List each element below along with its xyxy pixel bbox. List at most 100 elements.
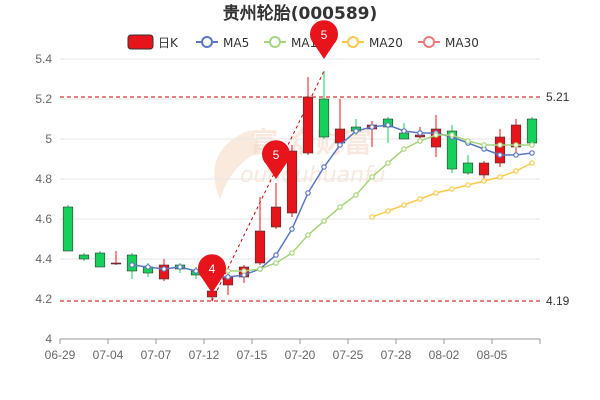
y-tick-label: 4.6 — [35, 212, 52, 226]
candle — [94, 251, 106, 268]
candle — [446, 125, 458, 173]
ma20-point — [401, 202, 407, 208]
ma5-point — [513, 152, 519, 158]
legend-item-ma5: MA5 — [223, 36, 249, 50]
ref-label-4.19: 4.19 — [546, 294, 570, 308]
watermark-logo — [214, 130, 262, 200]
ma10-point — [353, 192, 359, 198]
candle-body — [478, 162, 490, 176]
grid — [60, 58, 540, 340]
y-tick-label: 4.4 — [35, 252, 52, 266]
pin-marker: 5 — [310, 20, 338, 59]
candle-body — [462, 162, 474, 174]
ma5-point — [193, 268, 199, 274]
legend-item-ma20: MA20 — [369, 36, 403, 50]
ma5-point — [401, 128, 407, 134]
ma5-point — [305, 190, 311, 196]
candle — [478, 161, 490, 179]
candle-body — [78, 254, 90, 260]
chart-title: 贵州轮胎(000589) — [223, 3, 378, 24]
markers: 4 5 5 — [198, 20, 338, 293]
pin-shape — [262, 140, 290, 179]
ma5-point — [417, 130, 423, 136]
candle — [62, 205, 74, 252]
ma5-point — [273, 252, 279, 258]
candle — [110, 251, 122, 265]
candle-body — [302, 96, 314, 154]
ma5-point — [337, 142, 343, 148]
y-tick-label: 4 — [45, 332, 52, 346]
ma5-point — [497, 152, 503, 158]
x-tick-label: 07-07 — [141, 348, 172, 362]
candle-body — [446, 130, 458, 170]
legend-dot-1 — [201, 36, 213, 48]
ma20-point — [465, 182, 471, 188]
legend-item-dayk: 日K — [158, 36, 179, 50]
ma10-point — [497, 142, 503, 148]
ma10-point — [433, 132, 439, 138]
x-tick-label: 08-05 — [477, 348, 508, 362]
ma5-point — [321, 164, 327, 170]
legend-dot-4 — [423, 36, 435, 48]
pin-label: 5 — [321, 28, 328, 42]
ma10-point — [273, 260, 279, 266]
legend-dot-3 — [347, 36, 359, 48]
candle-body — [398, 132, 410, 140]
legend-dayk-swatch — [127, 34, 154, 50]
candle-body — [270, 206, 282, 228]
pin-shape — [198, 254, 226, 293]
ma5-point — [225, 274, 231, 280]
y-axis: 4 4.2 4.4 4.6 4.8 5 5.2 5.4 — [35, 52, 52, 346]
candle — [318, 71, 330, 139]
x-tick-label: 07-15 — [237, 348, 268, 362]
pin-marker: 4 — [198, 254, 226, 293]
candle — [286, 145, 298, 217]
reference-lines: 5.21 4.19 — [60, 90, 570, 308]
ma5-point — [529, 150, 535, 156]
ma10-point — [385, 160, 391, 166]
ma5-point — [369, 124, 375, 130]
ma20-point — [369, 214, 375, 220]
ma10-point — [241, 268, 247, 274]
candle-body — [254, 230, 266, 264]
ma5-point — [145, 264, 151, 270]
ma5-point — [289, 226, 295, 232]
candle — [254, 197, 266, 265]
candle-body — [94, 252, 106, 268]
ma10-point — [529, 142, 535, 148]
ma10-point — [337, 204, 343, 210]
x-axis: 06-29 07-04 07-07 07-12 07-15 07-20 07-25 07-28… — [45, 339, 541, 362]
ma20-point — [481, 178, 487, 184]
pin-label: 4 — [209, 262, 216, 276]
y-tick-label: 5 — [45, 132, 52, 146]
ref-label-5.21: 5.21 — [546, 90, 570, 104]
x-tick-label: 07-04 — [93, 348, 124, 362]
candle-body — [334, 128, 346, 144]
x-tick-label: 06-29 — [45, 348, 76, 362]
ma20-point — [449, 186, 455, 192]
ma10-point — [225, 268, 231, 274]
y-tick-label: 5.4 — [35, 52, 52, 66]
candle — [494, 129, 506, 167]
x-tick-label: 07-12 — [189, 348, 220, 362]
candle-body — [430, 128, 442, 148]
ma10-point — [513, 142, 519, 148]
candle — [510, 119, 522, 153]
x-tick-label: 07-25 — [333, 348, 364, 362]
pin-shape — [310, 20, 338, 59]
ma10-point — [289, 250, 295, 256]
legend-dot-2 — [269, 36, 281, 48]
y-tick-label: 4.8 — [35, 172, 52, 186]
ma10-point — [481, 142, 487, 148]
candle — [270, 183, 282, 229]
pin-marker: 5 — [262, 140, 290, 179]
trend-line — [211, 70, 325, 302]
candle — [334, 99, 346, 147]
candle — [302, 77, 314, 155]
ma10-point — [449, 132, 455, 138]
legend: 日K MA5 MA10 MA20 MA30 — [127, 34, 479, 50]
ma20-point — [529, 160, 535, 166]
ma10-point — [257, 266, 263, 272]
ma5-point — [385, 122, 391, 128]
ma10-point — [369, 174, 375, 180]
